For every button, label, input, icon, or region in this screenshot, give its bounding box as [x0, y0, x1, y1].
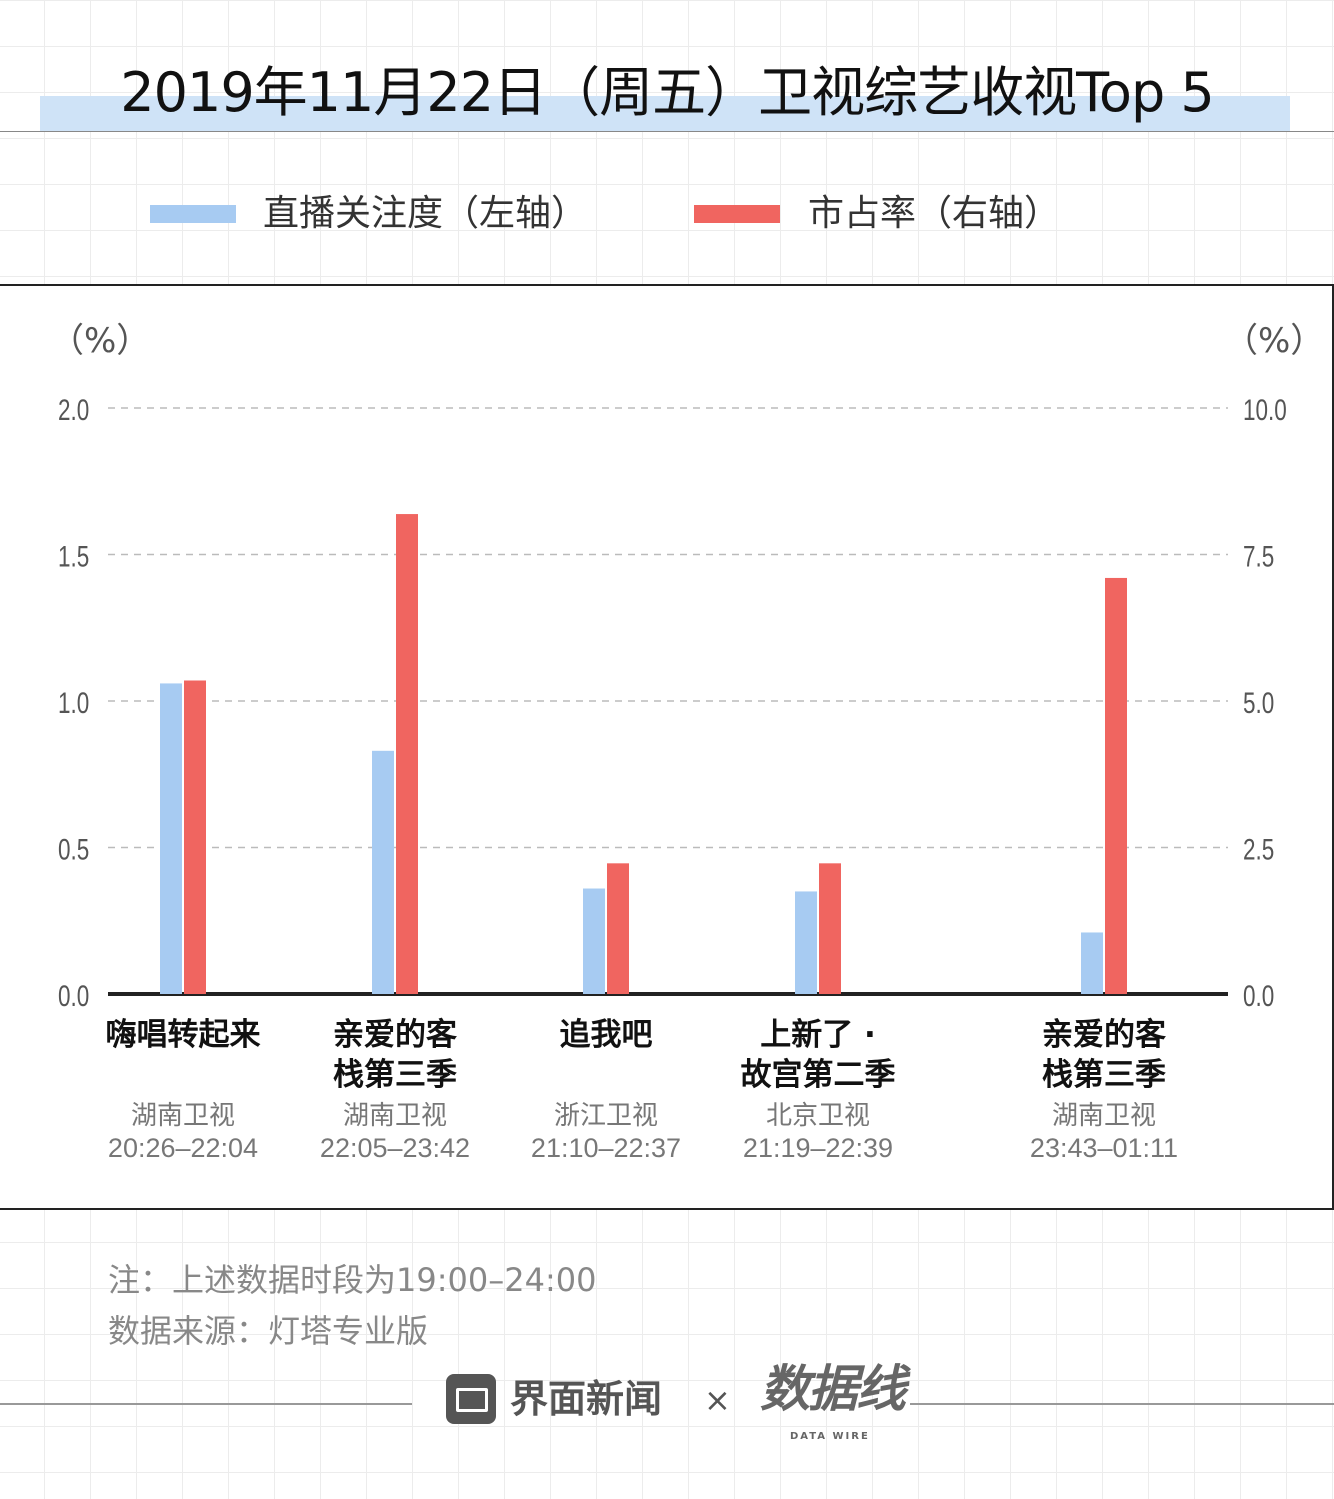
- time-slot-label: 21:10–22:37: [531, 1133, 681, 1163]
- bar-share: [819, 863, 841, 994]
- legend-swatch-blue: [150, 205, 236, 223]
- left-tick-label: 1.0: [58, 686, 89, 720]
- channel-label: 湖南卫视: [343, 1101, 447, 1131]
- bar-share: [396, 514, 418, 994]
- legend-swatch-red: [694, 205, 780, 223]
- left-tick-label: 2.0: [58, 393, 89, 427]
- bar-share: [1105, 577, 1127, 994]
- footer-rule-left: [0, 1403, 412, 1405]
- category-label: 嗨唱转起来: [106, 1017, 261, 1053]
- right-axis-unit: （%）: [1224, 321, 1325, 361]
- chart-title: 2019年11月22日（周五）卫视综艺收视Top 5: [120, 61, 1215, 124]
- channel-label: 浙江卫视: [554, 1101, 658, 1131]
- time-slot-label: 22:05–23:42: [320, 1133, 470, 1163]
- note-period: 注：上述数据时段为19:00–24:00: [108, 1261, 597, 1299]
- time-slot-label: 20:26–22:04: [108, 1133, 258, 1163]
- bar-attention: [372, 750, 394, 994]
- right-tick-label: 5.0: [1243, 686, 1274, 720]
- jiemian-brand: 界面新闻: [446, 1374, 662, 1424]
- left-axis-unit: （%）: [50, 321, 151, 361]
- jiemian-logo-icon: [446, 1374, 496, 1424]
- time-slot-label: 21:19–22:39: [743, 1133, 893, 1163]
- time-slot-label: 23:43–01:11: [1030, 1133, 1178, 1163]
- right-tick-label: 10.0: [1243, 393, 1287, 427]
- channel-label: 湖南卫视: [131, 1101, 235, 1131]
- channel-label: 湖南卫视: [1052, 1101, 1156, 1131]
- bar-attention: [583, 888, 605, 994]
- category-label: 追我吧: [560, 1017, 653, 1053]
- datawire-logo: 数据线: [760, 1360, 906, 1418]
- bar-attention: [1081, 932, 1103, 994]
- left-tick-label: 0.5: [58, 832, 89, 866]
- legend-label-share: 市占率（右轴）: [808, 193, 1061, 234]
- right-tick-label: 0.0: [1243, 979, 1274, 1013]
- title-band: [40, 96, 1290, 131]
- brand-name: 界面新闻: [510, 1377, 663, 1421]
- collab-x: ×: [704, 1381, 731, 1419]
- bar-share: [607, 863, 629, 994]
- category-label: 栈第三季: [1042, 1057, 1166, 1093]
- category-label: 栈第三季: [333, 1057, 457, 1093]
- footer-rule-right: [910, 1403, 1334, 1405]
- right-tick-label: 7.5: [1243, 539, 1274, 573]
- category-label: 上新了 ·: [760, 1017, 876, 1053]
- category-label: 亲爱的客: [1042, 1017, 1166, 1053]
- bar-share: [184, 680, 206, 994]
- note-source: 数据来源：灯塔专业版: [108, 1312, 429, 1350]
- bar-attention: [160, 683, 182, 994]
- datawire-logo-sub: DATA WIRE: [790, 1431, 870, 1442]
- bar-attention: [795, 891, 817, 994]
- title-rule: [0, 131, 1334, 132]
- left-tick-label: 1.5: [58, 539, 89, 573]
- left-tick-label: 0.0: [58, 979, 89, 1013]
- channel-label: 北京卫视: [766, 1101, 870, 1131]
- category-label: 亲爱的客: [333, 1017, 457, 1053]
- legend-label-attention: 直播关注度（左轴）: [263, 193, 588, 234]
- category-label: 故宫第二季: [741, 1057, 896, 1093]
- right-tick-label: 2.5: [1243, 832, 1274, 866]
